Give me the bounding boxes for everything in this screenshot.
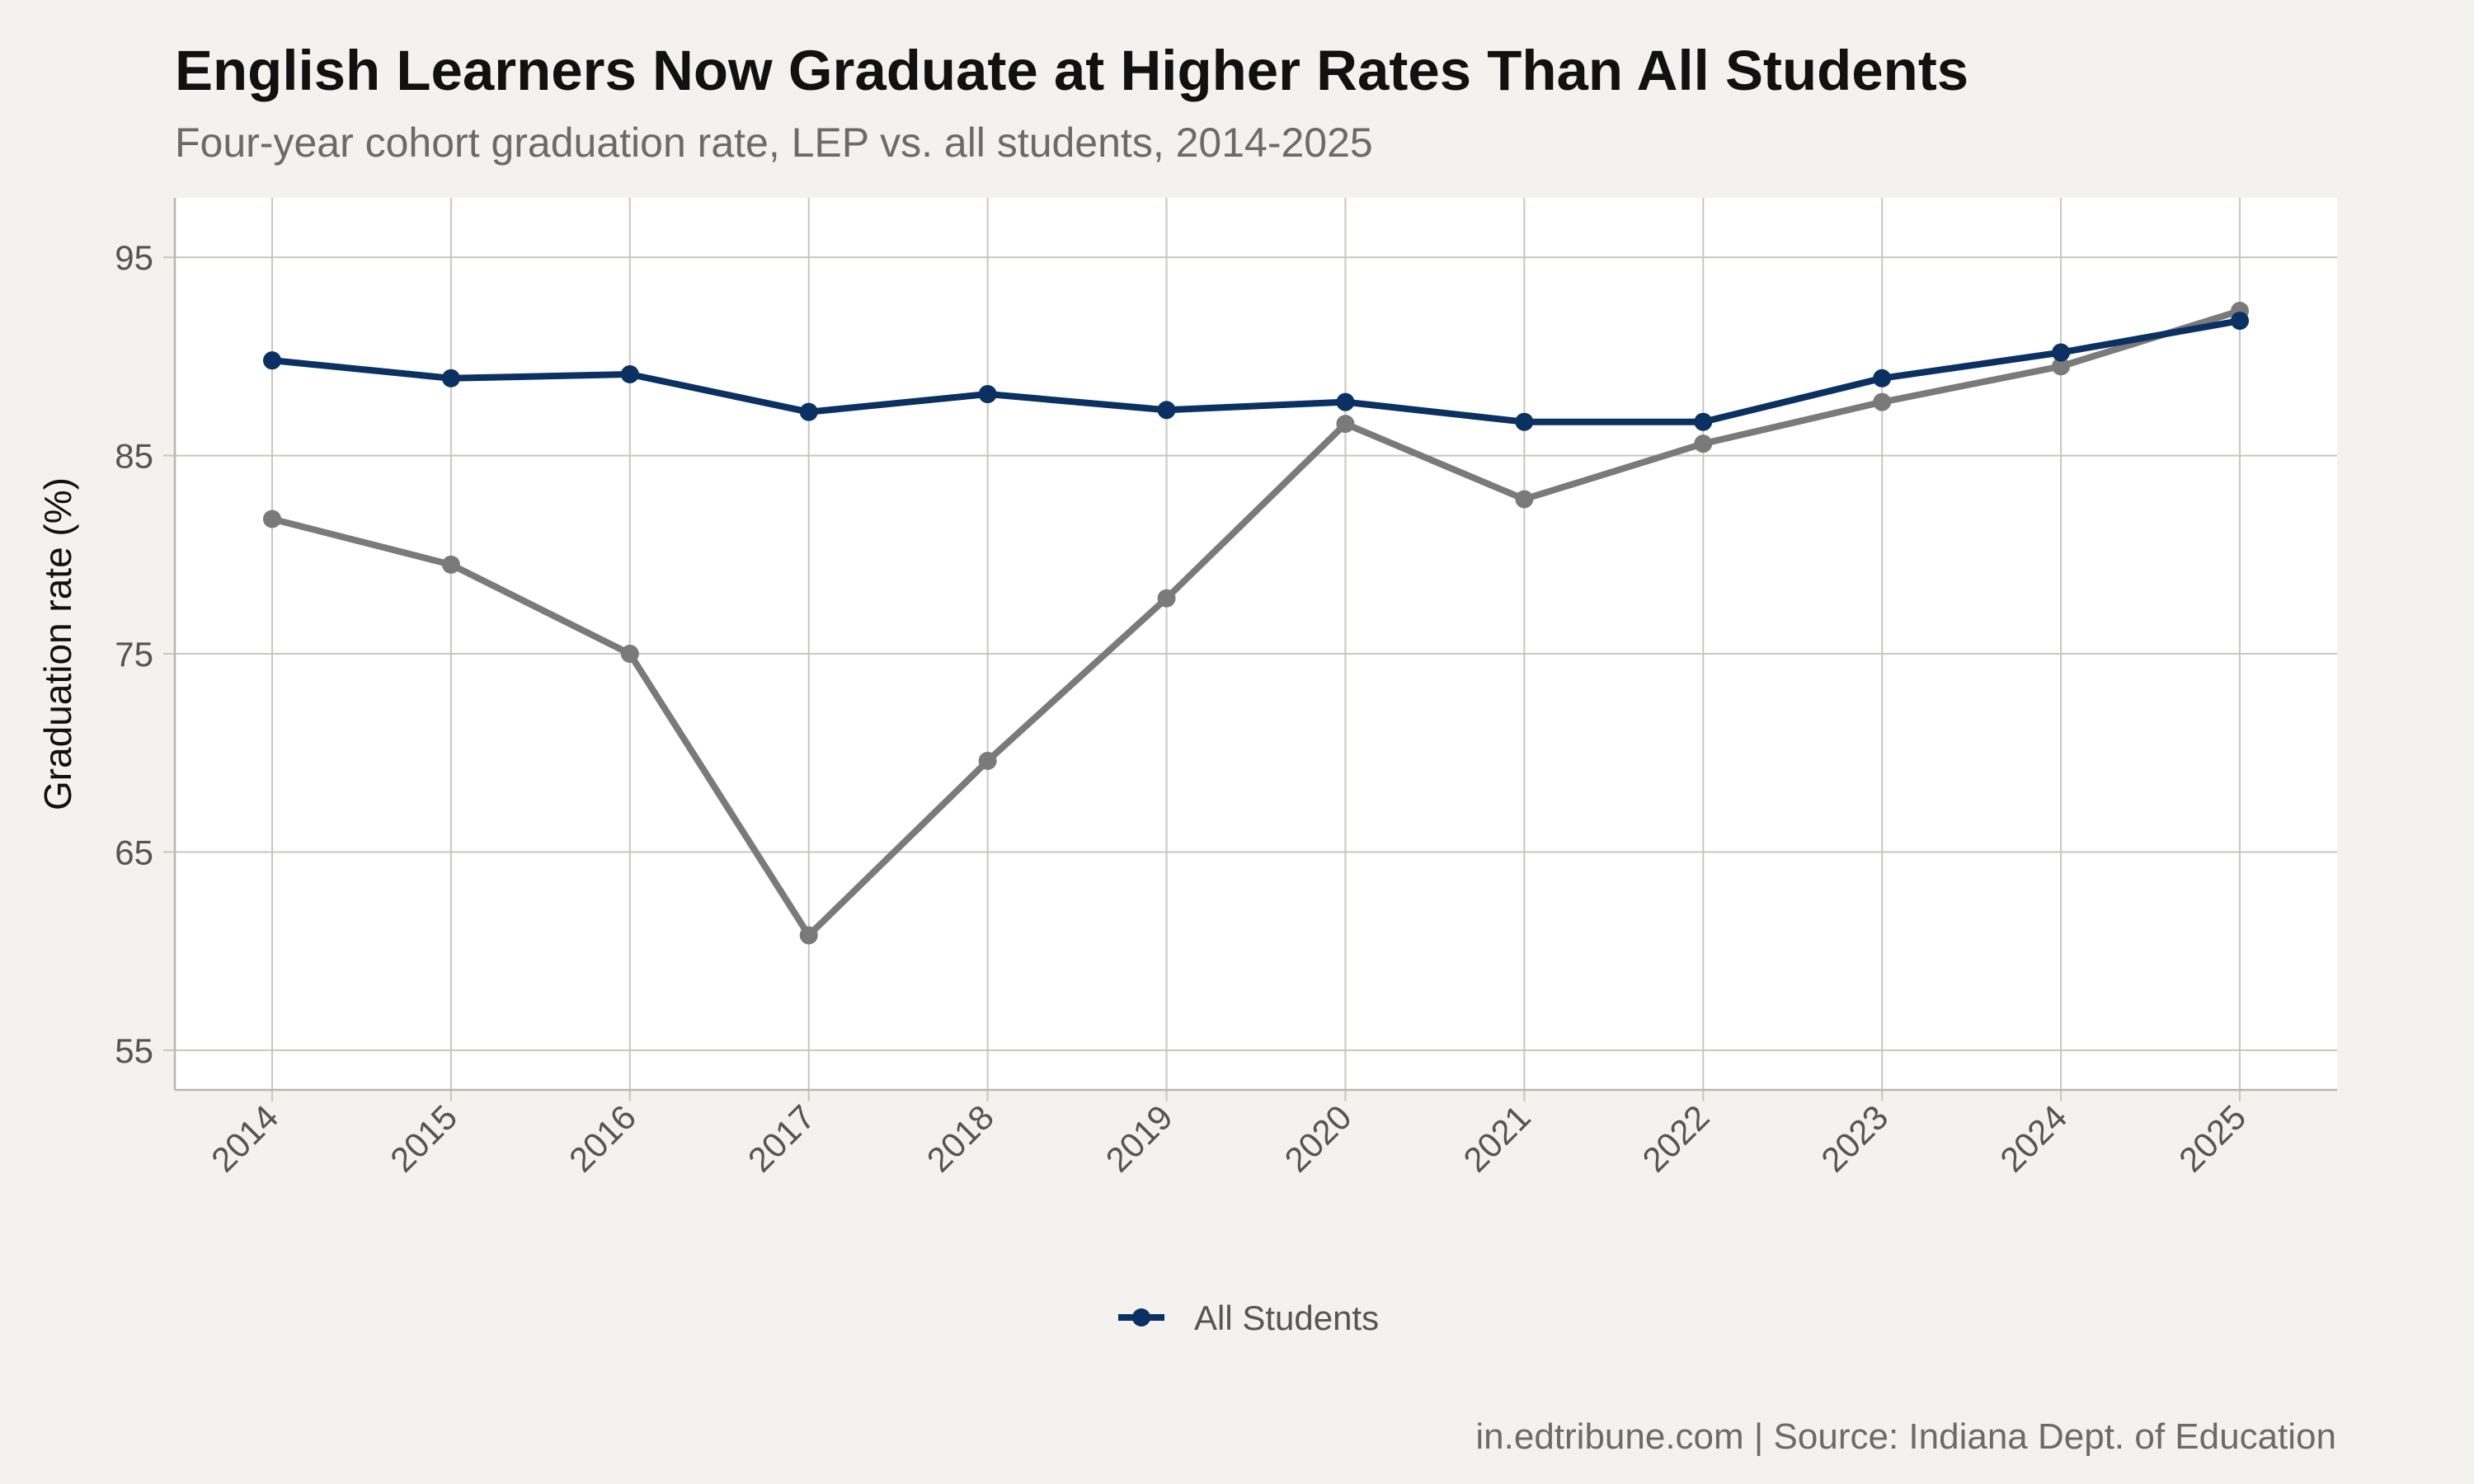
x-tick-label: 2025	[2171, 1097, 2253, 1179]
all-students-point	[620, 364, 639, 383]
series-2-point	[1873, 392, 1892, 411]
series-2-point	[263, 510, 281, 528]
series-2-point	[978, 751, 997, 770]
x-tick-label: 2014	[204, 1097, 285, 1179]
all-students-point	[263, 351, 281, 370]
y-axis-ticks: 55 65 75 85 95	[115, 238, 153, 1070]
gridlines	[175, 198, 2337, 1090]
legend: All Students	[1118, 1298, 1379, 1337]
legend-key-point	[1132, 1308, 1150, 1327]
y-axis-title: Graduation rate (%)	[36, 477, 79, 810]
plot-panel	[175, 198, 2337, 1090]
y-tick-label: 65	[115, 833, 153, 871]
series-2-point	[1157, 589, 1176, 608]
series-2-point	[799, 926, 818, 945]
all-students-point	[1157, 401, 1176, 420]
x-tick-label: 2017	[741, 1097, 822, 1179]
y-tick-label: 95	[115, 238, 153, 277]
x-tick-label: 2023	[1813, 1097, 1895, 1179]
axes	[163, 198, 2337, 1101]
chart-title: English Learners Now Graduate at Higher …	[175, 39, 1969, 102]
all-students-point	[2231, 312, 2249, 331]
series-2-point	[1694, 434, 1713, 453]
series-group	[263, 302, 2249, 945]
x-axis-ticks: 2014 2015 2016 2017 2018 2019 2020 2021 2022 2023…	[204, 1097, 2253, 1179]
x-tick-label: 2024	[1992, 1097, 2074, 1179]
y-tick-label: 75	[115, 635, 153, 674]
all-students-point	[441, 369, 460, 387]
series-2-line	[269, 308, 2243, 939]
source-caption: in.edtribune.com | Source: Indiana Dept.…	[1475, 1416, 2336, 1457]
legend-label: All Students	[1194, 1298, 1379, 1337]
series-2-point	[620, 645, 639, 664]
x-tick-label: 2019	[1098, 1097, 1180, 1179]
chart-subtitle: Four-year cohort graduation rate, LEP vs…	[175, 120, 1373, 166]
x-tick-label: 2016	[562, 1097, 643, 1179]
y-tick-label: 85	[115, 437, 153, 476]
x-tick-label: 2022	[1634, 1097, 1716, 1179]
series-2-point	[2052, 357, 2071, 376]
all-students-point	[1873, 369, 1892, 387]
x-tick-label: 2018	[920, 1097, 1001, 1179]
series-2-point	[441, 555, 460, 574]
all-students-point	[799, 402, 818, 421]
series-2-point	[1515, 490, 1534, 509]
all-students-point	[1515, 412, 1534, 431]
x-tick-label: 2020	[1277, 1097, 1359, 1179]
all-students-point	[2052, 343, 2071, 362]
series-2-point	[1336, 415, 1355, 434]
y-tick-label: 55	[115, 1031, 153, 1070]
x-tick-label: 2021	[1456, 1097, 1537, 1179]
x-tick-label: 2015	[383, 1097, 464, 1179]
all-students-point	[978, 385, 997, 404]
all-students-point	[1336, 392, 1355, 411]
all-students-line	[269, 317, 2243, 425]
all-students-point	[1694, 412, 1713, 431]
